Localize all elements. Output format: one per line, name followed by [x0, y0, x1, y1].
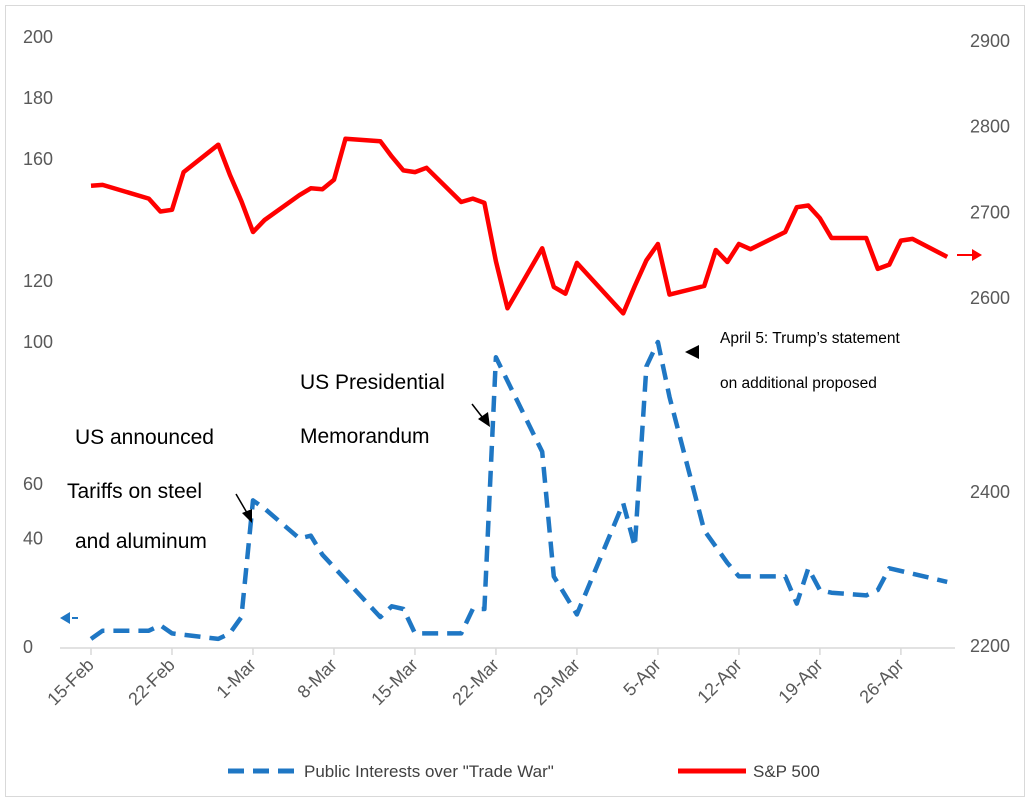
- right-tick-label: 2900: [970, 31, 1010, 51]
- annotation-april5-arrowhead: [685, 345, 699, 359]
- series-line-sp500: [90, 136, 949, 316]
- right-tick-label: 2400: [970, 482, 1010, 502]
- right-tick-label: 2700: [970, 202, 1010, 222]
- x-tick-label: 22-Mar: [448, 655, 502, 709]
- right-tick-label: 2600: [970, 288, 1010, 308]
- left-tick-label: 100: [23, 332, 53, 352]
- left-tick-label: 200: [23, 27, 53, 47]
- left-axis-ticks: 0 40 60 100 120 160 180 200: [23, 27, 53, 657]
- legend: Public Interests over "Trade War" S&P 50…: [228, 762, 820, 781]
- annotation-tariffs-line-3: and aluminum: [75, 530, 207, 553]
- x-tick-label: 8-Mar: [293, 655, 340, 702]
- left-tick-label: 60: [23, 474, 43, 494]
- annotation-memorandum-line-2: Memorandum: [300, 425, 430, 448]
- annotation-memorandum-arrowhead: [478, 412, 490, 427]
- x-tick-label: 29-Mar: [529, 655, 583, 709]
- series-layer: [89, 136, 949, 642]
- x-tick-label: 1-Mar: [212, 655, 259, 702]
- x-axis-ticks: 15-Feb 22-Feb 1-Mar 8-Mar 15-Mar 22-Mar 29-Mar…: [43, 648, 908, 709]
- right-tick-label: 2200: [970, 636, 1010, 656]
- annotation-april5-line-1: April 5: Trump’s statement: [720, 330, 900, 347]
- legend-label-trade-war: Public Interests over "Trade War": [304, 762, 554, 781]
- x-tick-label: 15-Feb: [43, 655, 97, 709]
- x-tick-label: 19-Apr: [774, 655, 826, 707]
- right-axis-ticks: 2200 2400 2600 2700 2800 2900: [970, 31, 1010, 656]
- x-tick-label: 22-Feb: [124, 655, 178, 709]
- annotation-tariffs-line-1: US announced: [75, 426, 214, 449]
- series-line-trade-war: [89, 339, 948, 642]
- annotations-layer: US announced Tariffs on steel and alumin…: [60, 249, 982, 624]
- x-tick-label: 12-Apr: [693, 655, 745, 707]
- annotation-tariffs-line-2: Tariffs on steel: [67, 480, 202, 503]
- x-tick-label: 26-Apr: [855, 655, 907, 707]
- left-tick-label: 160: [23, 149, 53, 169]
- annotation-tariffs-arrowhead: [242, 509, 252, 523]
- left-axis-pointer-arrowhead: [60, 612, 70, 624]
- x-tick-label: 5-Apr: [619, 655, 664, 700]
- left-tick-label: 0: [23, 637, 33, 657]
- right-axis-pointer-arrowhead: [972, 249, 982, 261]
- right-tick-label: 2800: [970, 117, 1010, 137]
- left-tick-label: 180: [23, 88, 53, 108]
- x-tick-label: 15-Mar: [367, 655, 421, 709]
- left-tick-label: 40: [23, 528, 43, 548]
- left-tick-label: 120: [23, 271, 53, 291]
- legend-label-sp500: S&P 500: [753, 762, 820, 781]
- annotation-april5-line-2: on additional proposed: [720, 375, 877, 392]
- annotation-memorandum-line-1: US Presidential: [300, 371, 445, 394]
